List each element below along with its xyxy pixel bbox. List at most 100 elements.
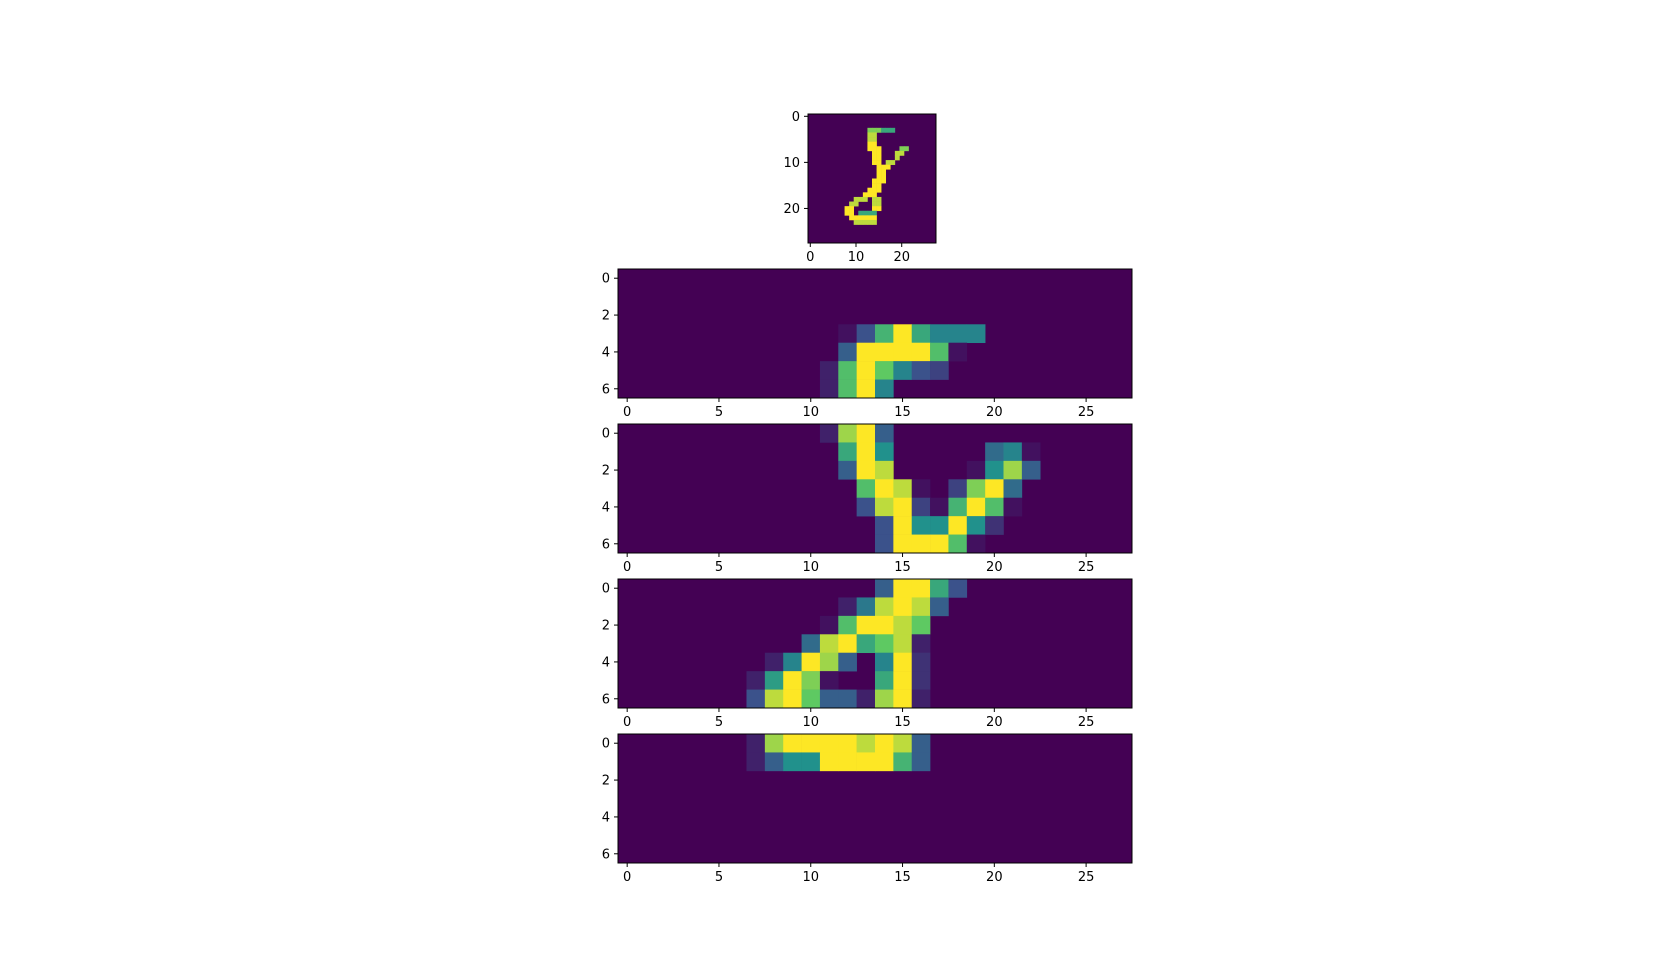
heatmap-cell <box>764 752 784 772</box>
heatmap-cell <box>1003 479 1023 499</box>
heatmap-cell <box>801 652 821 672</box>
heatmap-cell <box>911 671 931 690</box>
heatmap-cell <box>872 146 877 152</box>
heatmap-cell <box>872 196 877 202</box>
heatmap-cell <box>858 219 864 225</box>
heatmap-cell <box>893 597 913 617</box>
heatmap-cell <box>893 361 913 380</box>
heatmap-cell <box>875 361 894 380</box>
heatmap-cell <box>875 597 894 617</box>
heatmap-cell <box>783 652 802 672</box>
heatmap-cell <box>893 652 913 672</box>
x-tick-label: 0 <box>806 250 814 265</box>
heatmap-cell <box>893 634 913 654</box>
heatmap-cell <box>746 671 766 690</box>
x-tick-label: 20 <box>986 405 1003 420</box>
heatmap-cell <box>893 752 913 772</box>
x-tick-label: 0 <box>623 870 631 885</box>
x-tick-label: 10 <box>802 405 819 420</box>
heatmap-cell <box>872 187 877 193</box>
y-tick-label: 0 <box>602 272 610 287</box>
heatmap-cell <box>819 671 839 690</box>
heatmap-cell <box>985 460 1004 480</box>
y-tick-label: 4 <box>602 345 610 360</box>
heatmap-cell <box>853 196 859 202</box>
heatmap-cell <box>849 215 855 221</box>
heatmap-cell <box>875 652 894 672</box>
heatmap-cell <box>838 615 857 635</box>
heatmap-cell <box>872 215 877 221</box>
heatmap-cell <box>867 187 873 193</box>
heatmap-cell <box>876 206 882 212</box>
heatmap-cell <box>875 342 894 362</box>
heatmap-cell <box>838 442 857 462</box>
heatmap-cell <box>819 424 839 443</box>
heatmap-cell <box>764 652 784 672</box>
heatmap-cell <box>872 160 877 165</box>
heatmap-cell <box>890 160 896 165</box>
heatmap-cell <box>862 196 868 202</box>
heatmap-cell <box>872 141 877 147</box>
y-tick-label: 6 <box>602 847 610 862</box>
heatmap-cell <box>856 460 876 480</box>
heatmap-cell <box>872 201 877 207</box>
heatmap-cell <box>872 132 877 138</box>
heatmap-cell <box>838 342 857 362</box>
heatmap-cell <box>876 178 882 184</box>
y-tick-label: 6 <box>602 692 610 707</box>
heatmap-cell <box>764 671 784 690</box>
heatmap-cell <box>911 324 931 344</box>
heatmap-cell <box>819 689 839 709</box>
heatmap-cell <box>819 652 839 672</box>
heatmap-cell <box>819 734 839 753</box>
heatmap-cell <box>1021 442 1041 462</box>
heatmap-cell <box>838 379 857 399</box>
heatmap-cell <box>1003 442 1023 462</box>
y-tick-label: 6 <box>602 537 610 552</box>
heatmap-cell <box>856 597 876 617</box>
heatmap-cell <box>875 671 894 690</box>
heatmap-cell <box>872 183 877 189</box>
heatmap-cell <box>856 442 876 462</box>
heatmap-cell <box>911 497 931 517</box>
x-tick-label: 20 <box>986 560 1003 575</box>
heatmap-cell <box>867 219 873 225</box>
heatmap-cell <box>930 579 949 598</box>
heatmap-cell <box>867 137 873 142</box>
heatmap-cell <box>853 215 859 221</box>
heatmap-cell <box>853 219 859 225</box>
heatmap-cell <box>856 379 876 399</box>
heatmap-cell <box>872 155 877 161</box>
heatmap-cell <box>893 671 913 690</box>
heatmap-cell <box>872 150 877 156</box>
heatmap-cell <box>930 534 949 554</box>
heatmap-cell <box>966 460 986 480</box>
heatmap-cell <box>893 516 913 535</box>
heatmap-cell <box>930 361 949 380</box>
heatmap-cell <box>876 183 882 189</box>
x-tick-label: 20 <box>986 870 1003 885</box>
heatmap-cell <box>876 196 882 202</box>
subplot-5: 0 5 10 15 20 25 0 2 4 6 <box>602 733 1133 885</box>
heatmap-cell <box>985 479 1004 499</box>
heatmap-cell <box>875 479 894 499</box>
heatmap-cell <box>875 379 894 399</box>
heatmap-cell <box>838 634 857 654</box>
heatmap-cell <box>911 361 931 380</box>
heatmap-cell <box>819 615 839 635</box>
heatmap-cell <box>876 155 882 161</box>
y-tick-label: 2 <box>602 619 610 634</box>
heatmap-cell <box>893 324 913 344</box>
heatmap-cell <box>844 210 850 216</box>
heatmap-cell <box>858 210 864 216</box>
heatmap-cell <box>875 615 894 635</box>
heatmap-cell <box>876 160 882 165</box>
heatmap-cell <box>911 615 931 635</box>
heatmap-cell <box>875 689 894 709</box>
heatmap-cell <box>930 324 949 344</box>
y-tick-label: 6 <box>602 382 610 397</box>
heatmap-cell <box>867 132 873 138</box>
x-tick-label: 25 <box>1078 715 1095 730</box>
heatmap-cell <box>1003 460 1023 480</box>
y-tick-label: 2 <box>602 309 610 324</box>
